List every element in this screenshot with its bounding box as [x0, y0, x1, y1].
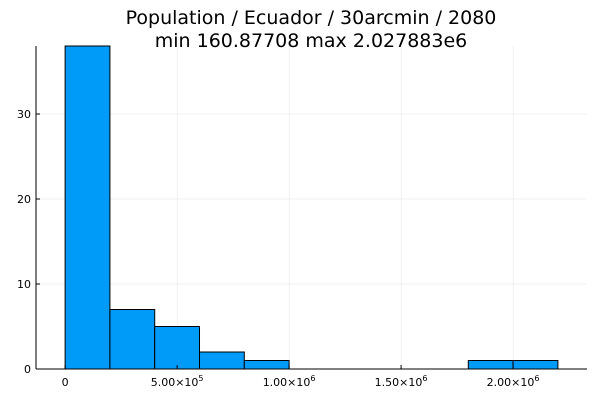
x-tick-label: 5.00×105: [151, 374, 204, 389]
x-tick-label: 2.00×106: [487, 374, 540, 389]
histogram-bar: [64, 45, 111, 370]
histogram-bar: [154, 326, 201, 370]
x-tick-label: 0: [62, 376, 69, 389]
x-tick-label: 1.00×106: [263, 374, 316, 389]
histogram-bar: [243, 360, 290, 370]
histogram-bar: [512, 360, 559, 370]
chart-title-line-1: Population / Ecuador / 30arcmin / 2080: [126, 7, 497, 29]
histogram-bar: [199, 351, 245, 370]
y-tick-labels: 0 10 20 30: [17, 108, 31, 376]
y-tick-label: 0: [24, 363, 31, 376]
x-tick-labels: 0 5.00×105 1.00×106 1.50×106 2.00×106: [62, 374, 540, 389]
axes: [35, 46, 587, 370]
y-tick-label: 30: [17, 108, 31, 121]
y-tick-label: 10: [17, 278, 31, 291]
chart-title-line-2: min 160.87708 max 2.027883e6: [155, 30, 468, 52]
y-tick-label: 20: [17, 193, 31, 206]
histogram-bar: [109, 309, 156, 370]
x-tick-label: 1.50×106: [375, 374, 428, 389]
histogram-bar: [467, 360, 514, 370]
bars: [64, 45, 559, 370]
